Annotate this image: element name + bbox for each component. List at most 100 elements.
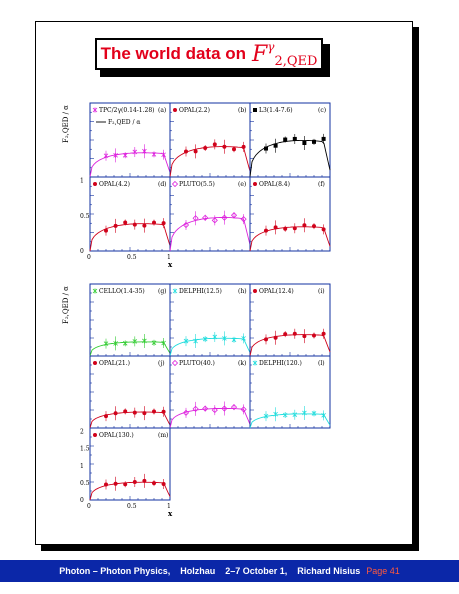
- data-point: [192, 215, 199, 222]
- data-point: [152, 481, 156, 486]
- data-point: [113, 152, 118, 158]
- data-point: [132, 149, 138, 155]
- data-point: [113, 223, 118, 228]
- qed-curve: [249, 139, 331, 178]
- bottom-y-tick-label: 1: [80, 463, 84, 470]
- data-point: [192, 405, 199, 412]
- data-point: [283, 137, 288, 142]
- data-point: [161, 152, 166, 158]
- panel-label: DELPHI(12.5): [179, 288, 222, 295]
- data-point: [202, 336, 208, 342]
- legend-marker: [92, 107, 98, 113]
- data-point: [273, 411, 278, 417]
- legend-marker: [171, 180, 179, 188]
- data-point: [132, 338, 138, 344]
- panel-label: PLUTO(40.): [179, 360, 215, 367]
- data-point: [104, 228, 108, 233]
- panel-tag: (d): [158, 181, 167, 188]
- data-point: [312, 333, 316, 338]
- panel-label: OPAL(4.2): [99, 181, 130, 188]
- data-point: [302, 334, 307, 339]
- data-point: [232, 147, 236, 152]
- top-y-tick-label: 1: [80, 178, 84, 185]
- panel-tag: (e): [238, 181, 246, 188]
- qed-curve: [89, 223, 171, 252]
- top-x-axis-label: x: [168, 260, 173, 269]
- data-point: [321, 136, 326, 141]
- data-point: [161, 340, 166, 346]
- data-point: [142, 148, 147, 154]
- panel-label: CELLO(1.4-35): [99, 288, 145, 295]
- legend-marker: [172, 288, 178, 294]
- top-x-tick-label: 0.5: [127, 254, 137, 261]
- qed-curve: [89, 411, 171, 429]
- data-point: [211, 217, 218, 224]
- data-point: [103, 341, 109, 347]
- data-point: [132, 480, 137, 485]
- top-y-tick-label: 0: [80, 248, 84, 255]
- bottom-x-tick-label: 1: [167, 503, 171, 510]
- data-point: [302, 410, 307, 416]
- data-point: [221, 214, 228, 221]
- data-point: [132, 222, 137, 227]
- data-point: [151, 340, 157, 346]
- qed-curve: [89, 152, 171, 178]
- panel-label: DELPHI(120.): [259, 360, 302, 367]
- bottom-x-tick-label: 0: [87, 503, 91, 510]
- panel-label: OPAL(12.4): [259, 288, 294, 295]
- data-point: [312, 224, 316, 229]
- data-point: [264, 228, 268, 233]
- data-point: [241, 335, 246, 341]
- data-point: [283, 332, 288, 337]
- panel-frame: [169, 176, 251, 252]
- data-point: [212, 334, 218, 340]
- title-symbol-sup: γ: [267, 39, 275, 54]
- data-point: [292, 226, 297, 231]
- bottom-y-tick-label: 0.5: [80, 480, 90, 487]
- data-point: [142, 411, 147, 416]
- data-point: [203, 146, 208, 151]
- bottom-y-tick-label: 2: [80, 429, 84, 436]
- data-point: [311, 410, 317, 416]
- data-point: [104, 414, 108, 419]
- top-x-tick-label: 1: [167, 254, 171, 261]
- legend-marker: [92, 288, 98, 294]
- data-point: [123, 220, 128, 225]
- qed-curve: [169, 337, 251, 357]
- legend-marker: [173, 108, 177, 112]
- data-point: [184, 149, 188, 154]
- data-point: [230, 212, 238, 219]
- data-point: [263, 413, 269, 419]
- panel-label: TPC/2γ(0.14-1.28): [99, 107, 154, 114]
- data-point: [104, 482, 108, 487]
- data-point: [240, 216, 247, 223]
- data-point: [222, 144, 227, 149]
- data-point: [321, 412, 326, 418]
- panel-tag: (f): [318, 181, 325, 188]
- panel-tag: (h): [238, 288, 247, 295]
- data-point: [113, 481, 118, 486]
- data-point: [183, 338, 189, 344]
- data-point: [123, 482, 128, 487]
- panel-label: OPAL(130.): [99, 432, 134, 439]
- legend-line-label: F₂,QED / α: [108, 119, 140, 126]
- title-symbol-base: F: [252, 41, 268, 67]
- top-x-tick-label: 0: [87, 254, 91, 261]
- panel-tag: (l): [318, 360, 325, 367]
- data-point: [283, 226, 288, 231]
- legend-marker: [171, 359, 179, 367]
- data-point: [142, 478, 147, 483]
- data-point: [123, 409, 128, 414]
- qed-curve: [249, 334, 331, 357]
- data-point: [202, 405, 209, 412]
- panel-frame: [249, 102, 331, 178]
- panel-label: L3(1.4-7.6): [259, 107, 293, 114]
- data-point: [193, 149, 198, 154]
- data-point: [142, 338, 147, 344]
- panel-label: OPAL(8.4): [259, 181, 290, 188]
- panel-frame: [249, 176, 331, 252]
- data-point: [321, 227, 326, 232]
- legend-marker: [253, 108, 257, 112]
- data-point: [240, 406, 247, 413]
- data-point: [273, 335, 278, 340]
